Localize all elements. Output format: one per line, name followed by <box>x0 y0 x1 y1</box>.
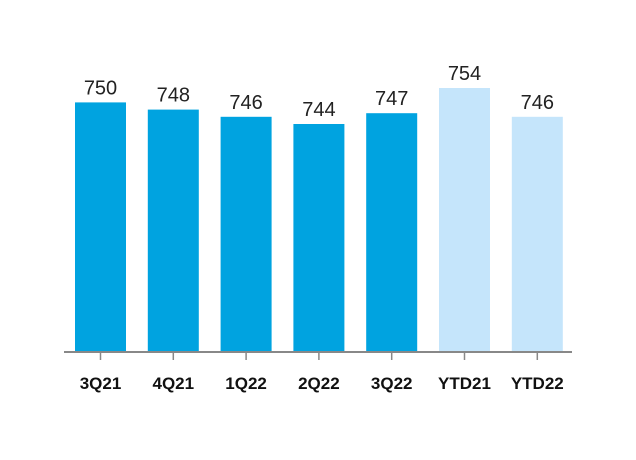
bar-3q21 <box>75 102 126 353</box>
bars-group <box>75 88 563 353</box>
value-label-3q21: 750 <box>84 77 117 99</box>
bar-2q22 <box>293 124 345 352</box>
x-tick-labels-group: 3Q21 4Q21 1Q22 2Q22 3Q22 YTD21 YTD22 <box>80 374 564 393</box>
x-tick-label-3q22: 3Q22 <box>371 374 413 393</box>
value-label-ytd21: 754 <box>448 63 481 85</box>
value-label-1q22: 746 <box>229 92 262 114</box>
value-label-4q21: 748 <box>157 85 190 107</box>
x-tick-label-1q22: 1Q22 <box>225 374 267 393</box>
bar-4q21 <box>147 109 199 352</box>
value-label-2q22: 744 <box>302 99 335 121</box>
x-tick-label-4q21: 4Q21 <box>153 374 195 393</box>
bar-ytd21 <box>439 88 490 352</box>
x-tick-label-3q21: 3Q21 <box>80 374 122 393</box>
value-label-3q22: 747 <box>375 88 408 110</box>
x-ticks-group <box>99 352 539 360</box>
value-label-ytd22: 746 <box>521 92 554 114</box>
x-tick-label-ytd21: YTD21 <box>438 374 491 393</box>
bar-3q22 <box>366 113 418 352</box>
value-labels-group: 750 748 746 744 747 754 746 <box>84 63 554 121</box>
x-tick-label-ytd22: YTD22 <box>511 374 564 393</box>
bar-ytd22 <box>511 116 563 352</box>
bar-1q22 <box>220 116 272 352</box>
x-tick-label-2q22: 2Q22 <box>298 374 340 393</box>
